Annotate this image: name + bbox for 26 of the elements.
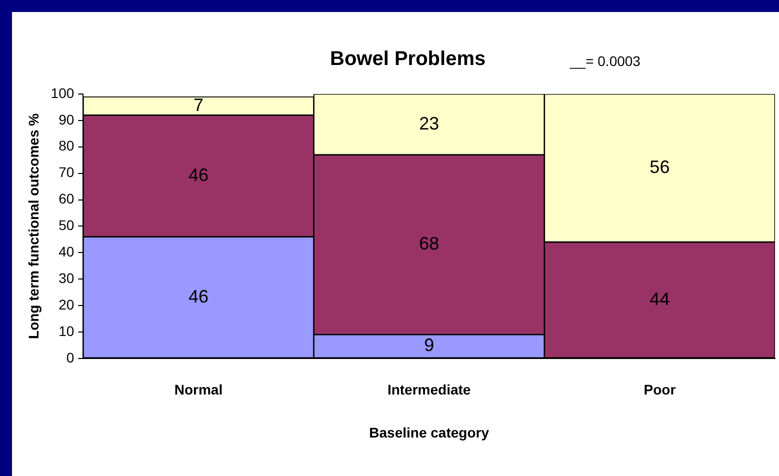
chart-title: Bowel Problems xyxy=(330,48,486,71)
data-label: 7 xyxy=(193,94,204,115)
y-tick-label: 90 xyxy=(58,111,74,128)
text: __= 0.0003 xyxy=(570,53,640,69)
y-tick-label: 30 xyxy=(58,270,74,286)
data-label: 56 xyxy=(650,157,670,177)
y-tick-label: 40 xyxy=(58,244,74,260)
x-tick-label: Poor xyxy=(644,382,676,398)
y-tick-label: 20 xyxy=(58,296,74,312)
data-label: 44 xyxy=(650,288,670,309)
data-label: 9 xyxy=(424,335,434,356)
x-tick-label: Normal xyxy=(174,382,223,398)
y-tick-label: 50 xyxy=(58,217,74,234)
y-tick-label: 100 xyxy=(50,84,74,101)
y-axis-title: Long term functional outcomes % xyxy=(25,112,42,339)
data-label: 23 xyxy=(419,113,440,134)
data-label: 46 xyxy=(188,286,208,306)
y-tick-label: 60 xyxy=(58,190,74,207)
y-tick-label: 0 xyxy=(66,349,74,366)
y-tick-label: 80 xyxy=(58,138,74,154)
data-label: 68 xyxy=(419,234,440,254)
x-tick-label: Intermediate xyxy=(387,382,471,398)
y-tick-label: 70 xyxy=(58,164,74,180)
data-label: 46 xyxy=(188,164,208,185)
x-axis-title: Baseline category xyxy=(369,424,490,440)
y-tick-label: 10 xyxy=(58,322,74,339)
